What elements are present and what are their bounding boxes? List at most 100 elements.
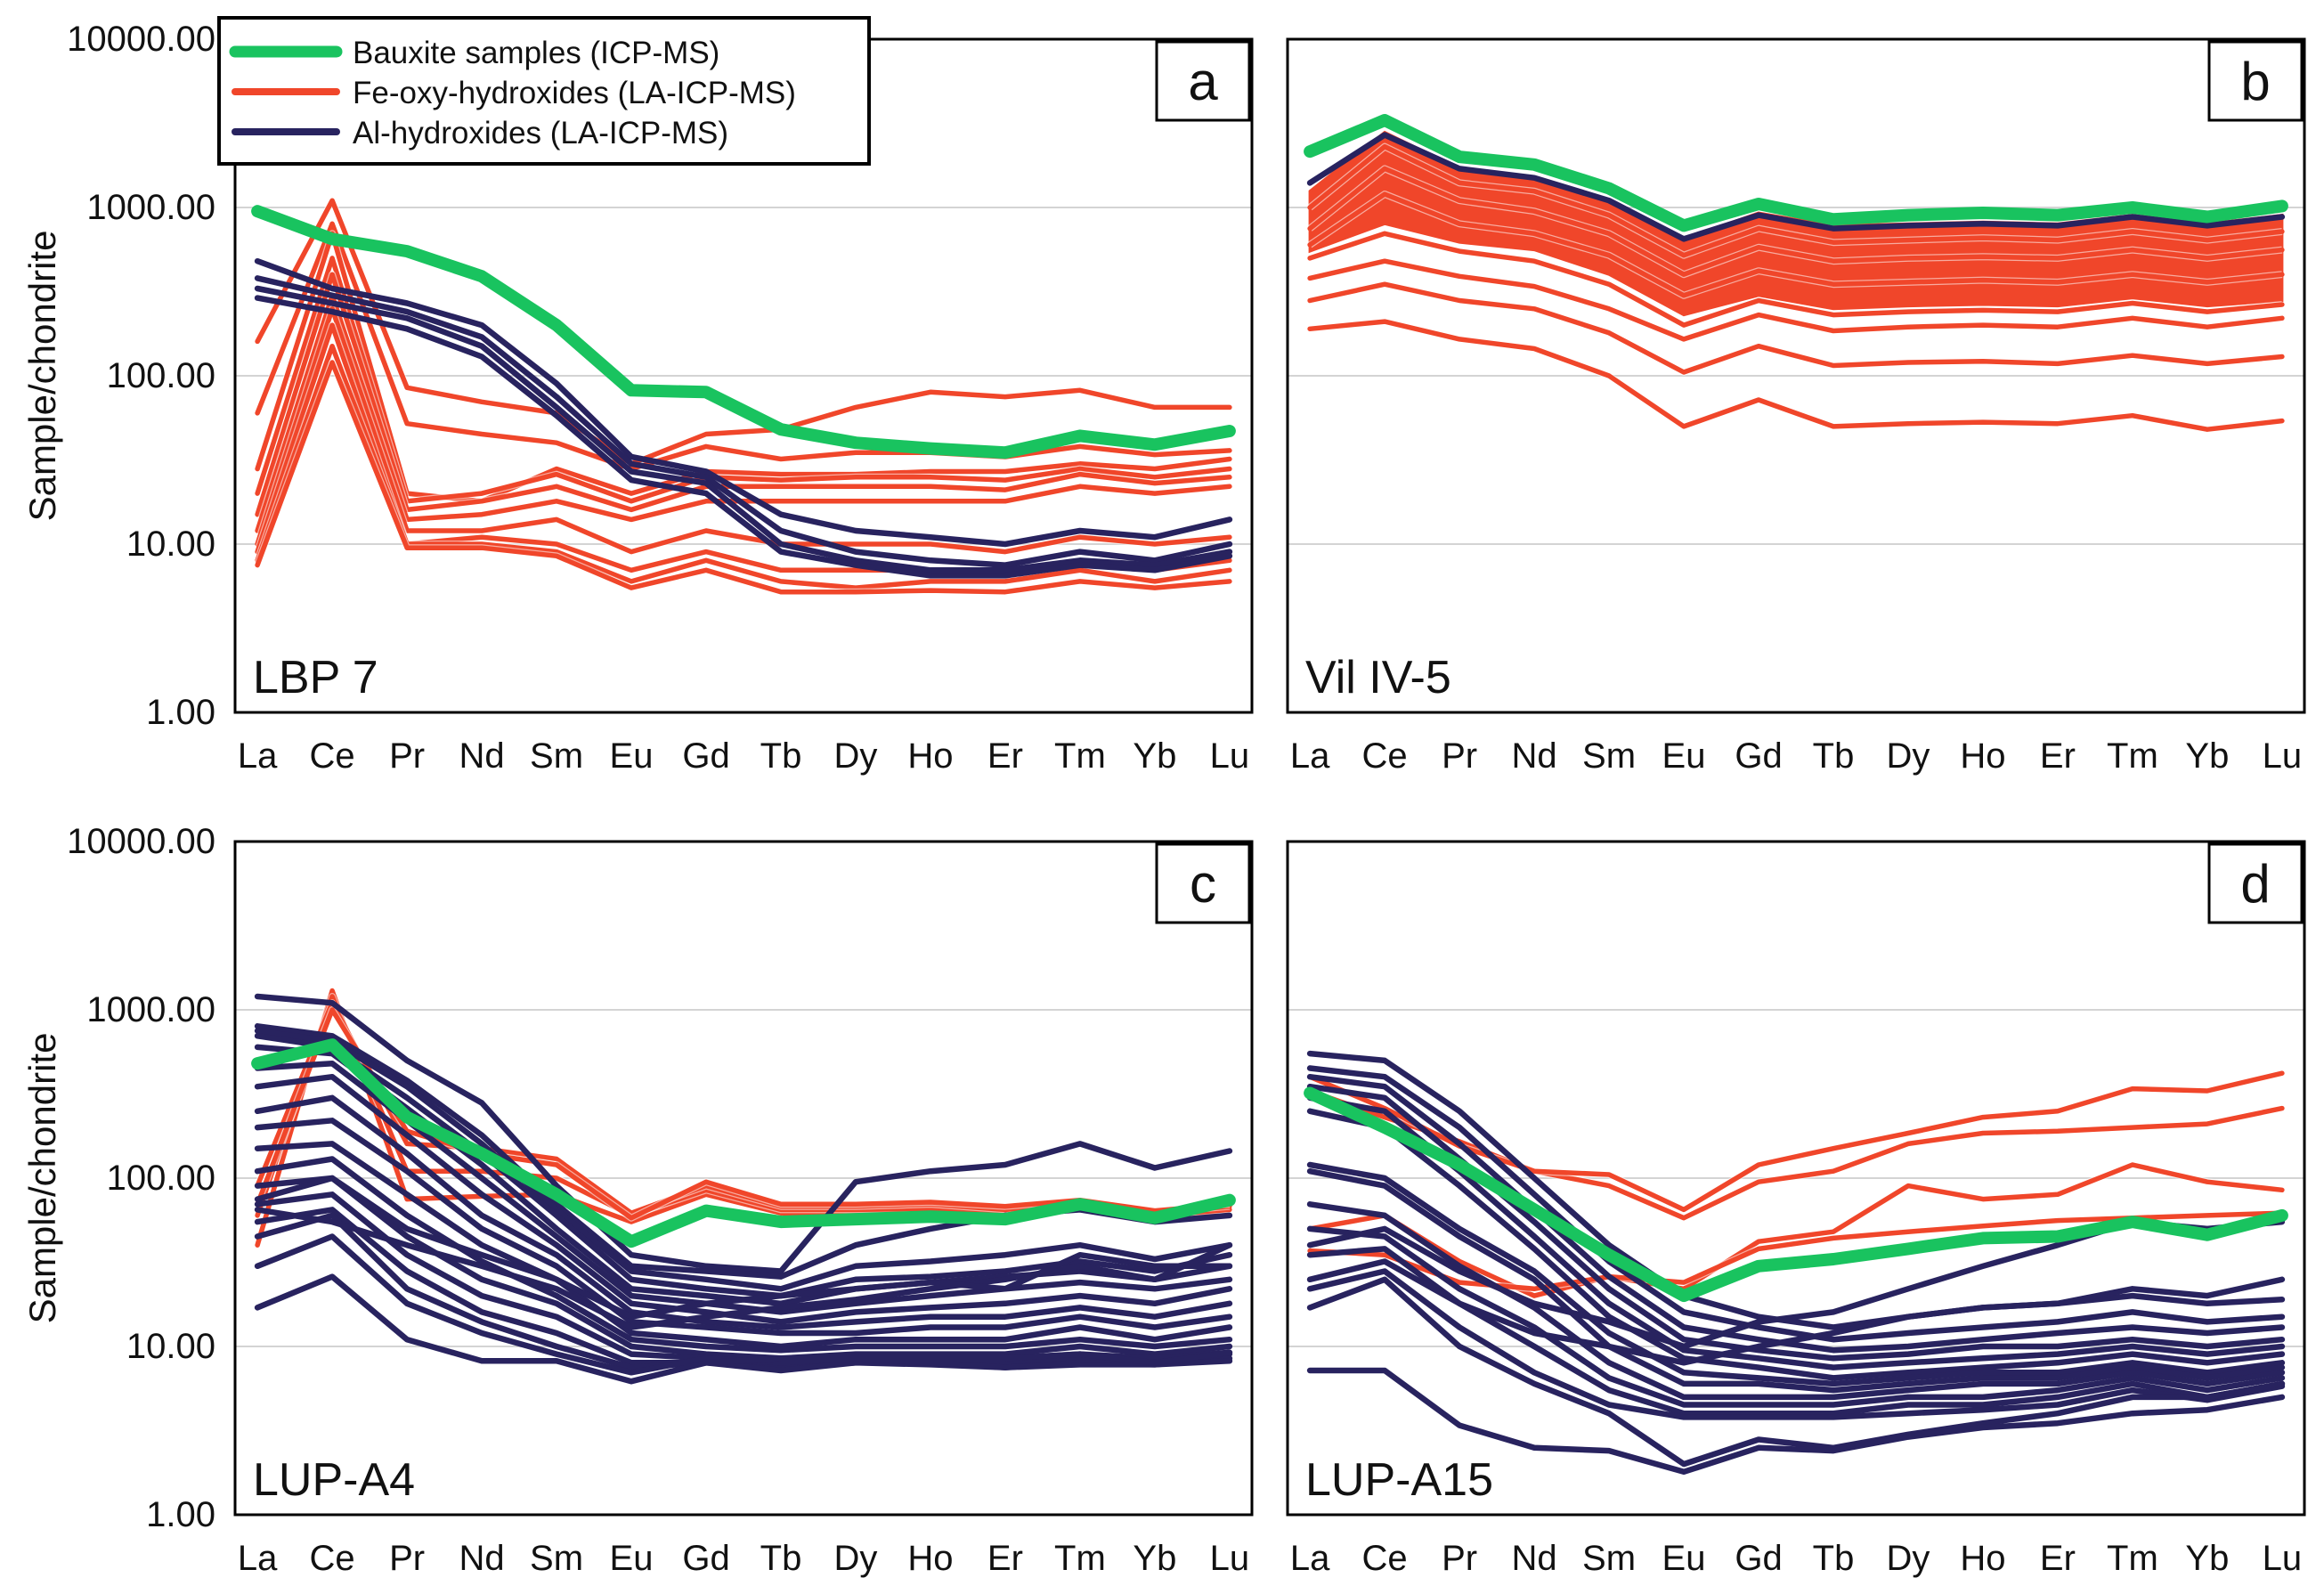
series-line-al	[1306, 1050, 2286, 1330]
sample-name: LUP-A15	[1305, 1454, 1493, 1506]
panel-letter: d	[2240, 854, 2270, 914]
series-line-fe	[1307, 143, 2285, 258]
series-line-fe	[255, 272, 1232, 517]
series-line-fe	[1307, 1070, 2285, 1213]
series-line-al	[1306, 1201, 2286, 1401]
x-tick-label: Pr	[1442, 1539, 1477, 1578]
x-tick-label: Er	[2040, 736, 2076, 776]
x-tick-label: Ce	[1362, 736, 1408, 776]
series-line-fe	[1307, 231, 2285, 328]
y-axis-label: Sample/chondrite	[21, 231, 63, 522]
x-tick-label: Tm	[1054, 736, 1106, 776]
panel-letter-box	[2207, 40, 2304, 122]
x-tick-label: Yb	[2185, 1539, 2229, 1578]
x-tick-label: Ce	[310, 736, 355, 776]
series-line-al	[254, 1141, 1233, 1350]
y-tick-label: 1.00	[146, 693, 215, 732]
y-tick-label: 100.00	[107, 1159, 215, 1198]
x-tick-label: Yb	[1133, 736, 1176, 776]
series-line-al	[1306, 1065, 2286, 1343]
x-tick-label: Dy	[1887, 1539, 1930, 1578]
y-tick-label: 1.00	[146, 1495, 215, 1534]
x-tick-label: Lu	[2263, 736, 2303, 776]
series-line-fe	[1307, 1088, 2285, 1221]
x-tick-label: Tm	[1054, 1539, 1106, 1578]
plot-frame	[1286, 37, 2306, 714]
series-line-fe	[255, 231, 1232, 504]
series-line-al	[254, 1175, 1233, 1320]
x-tick-label: Dy	[1887, 736, 1930, 776]
series-line-al	[1306, 1268, 2286, 1420]
series-line-bauxite	[251, 1038, 1236, 1248]
x-tick-label: Gd	[682, 1539, 729, 1578]
series-line-al	[254, 1175, 1233, 1362]
legend-label: Al-hydroxides (LA-ICP-MS)	[353, 116, 728, 150]
y-tick-label: 1000.00	[86, 990, 215, 1029]
series-line-al	[1306, 1073, 2286, 1354]
x-tick-label: Tm	[2107, 1539, 2158, 1578]
series-line-al	[1306, 1161, 2286, 1387]
series-line-al	[254, 1094, 1233, 1330]
x-tick-label: Pr	[1442, 736, 1477, 776]
x-tick-label: Nd	[1511, 736, 1556, 776]
panel-letter: a	[1188, 52, 1218, 111]
x-tick-label: Pr	[389, 1539, 425, 1578]
x-tick-label: La	[1290, 736, 1330, 776]
series-line-al	[1306, 1367, 2286, 1476]
series-line-bauxite	[251, 205, 1236, 459]
panel-letter: b	[2240, 52, 2270, 111]
y-tick-label: 10.00	[126, 525, 215, 564]
panel-letter-box	[1155, 842, 1251, 924]
panel-letter-box	[2207, 842, 2304, 924]
x-tick-label: Sm	[1582, 736, 1636, 776]
series-line-al	[1306, 1258, 2286, 1366]
series-line-al	[1306, 1276, 2286, 1468]
series-line-al	[254, 1156, 1233, 1354]
y-tick-label: 10000.00	[67, 20, 215, 59]
sample-name: LUP-A4	[253, 1454, 415, 1506]
x-tick-label: Gd	[1735, 1539, 1782, 1578]
series-line-al	[1306, 132, 2286, 242]
panel-a: La Ce Pr Nd Sm Eu Gd Tb Dy Ho Er Tm Yb Lu 1.00 10.00 100…	[21, 20, 1254, 776]
x-tick-label: Ce	[1362, 1539, 1408, 1578]
x-tick-label: Tb	[760, 736, 802, 776]
x-tick-label: Ce	[310, 1539, 355, 1578]
y-tick-label: 1000.00	[86, 188, 215, 227]
x-tick-label: Eu	[610, 1539, 654, 1578]
series-line-fe	[1307, 258, 2285, 342]
x-tick-label: Er	[2040, 1539, 2076, 1578]
x-tick-label: La	[238, 736, 278, 776]
series-halo	[254, 197, 1230, 468]
series-line-fe	[1307, 166, 2285, 277]
x-tick-label: Tm	[2107, 736, 2158, 776]
x-tick-label: Yb	[2185, 736, 2229, 776]
series-line-al	[254, 1118, 1233, 1337]
series-line-al	[254, 1273, 1233, 1385]
x-tick-label: Nd	[1511, 1539, 1556, 1578]
plot-area	[1304, 114, 2288, 434]
series-line-fe	[255, 221, 1232, 472]
series-line-fe	[255, 306, 1232, 555]
plot-area	[251, 197, 1236, 596]
x-tick-label: Sm	[530, 1539, 583, 1578]
x-tick-label: Lu	[2263, 1539, 2303, 1578]
plot-area	[251, 987, 1236, 1385]
x-tick-label: Dy	[834, 736, 878, 776]
series-line-fe	[255, 198, 1232, 467]
series-line-al	[254, 295, 1233, 579]
sample-name: Vil IV-5	[1305, 652, 1451, 703]
x-tick-label: Eu	[610, 736, 654, 776]
series-line-bauxite	[1304, 114, 2288, 232]
x-tick-label: Eu	[1662, 1539, 1706, 1578]
x-tick-label: Gd	[1735, 736, 1782, 776]
plot-frame	[233, 840, 1254, 1517]
series-line-fe	[1307, 191, 2285, 298]
series-line-al	[254, 1207, 1233, 1330]
legend-label: Fe-oxy-hydroxides (LA-ICP-MS)	[353, 76, 796, 110]
x-tick-label: Gd	[682, 736, 729, 776]
series-line-fe	[255, 256, 1232, 504]
series-line-al	[1306, 1225, 2286, 1408]
panel-letter: c	[1190, 854, 1216, 914]
series-line-al	[254, 993, 1233, 1274]
